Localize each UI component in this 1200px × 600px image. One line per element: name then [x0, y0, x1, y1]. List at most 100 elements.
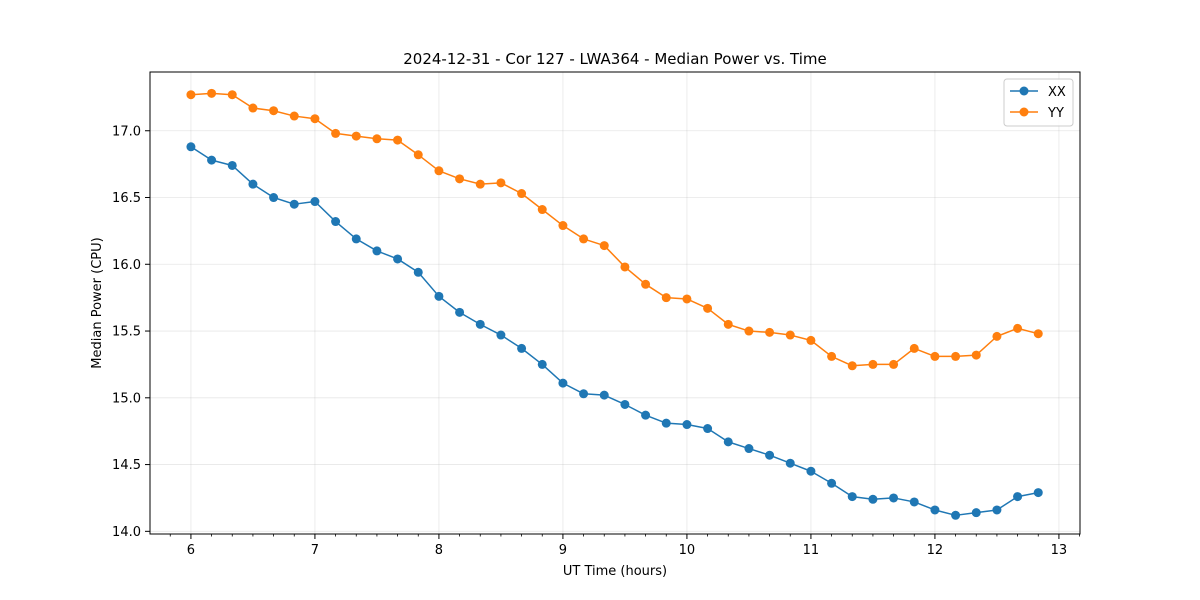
y-axis-label: Median Power (CPU) [90, 237, 105, 368]
data-point-xx [579, 389, 589, 399]
data-point-xx [661, 418, 671, 428]
data-point-xx [393, 254, 403, 264]
legend-marker-xx [1019, 86, 1029, 96]
data-point-yy [744, 326, 754, 336]
data-point-yy [310, 114, 320, 124]
data-point-yy [351, 131, 361, 141]
data-point-xx [765, 450, 775, 460]
data-point-yy [331, 128, 341, 138]
data-point-yy [496, 178, 506, 188]
x-tick-label: 8 [435, 543, 443, 558]
data-point-yy [455, 174, 465, 184]
data-point-xx [971, 508, 981, 518]
data-point-xx [641, 410, 651, 420]
data-point-yy [682, 294, 692, 304]
data-point-yy [806, 335, 816, 345]
data-point-yy [661, 293, 671, 303]
data-point-yy [827, 351, 837, 361]
data-point-xx [951, 510, 961, 520]
x-tick-label: 10 [679, 543, 696, 558]
data-point-xx [847, 492, 857, 502]
data-point-yy [537, 205, 547, 215]
y-tick-label: 15.0 [112, 391, 141, 406]
data-point-yy [393, 135, 403, 145]
data-point-xx [537, 359, 547, 369]
data-point-xx [455, 307, 465, 317]
data-point-yy [434, 166, 444, 176]
data-point-xx [909, 497, 919, 507]
grid [150, 72, 1080, 534]
data-point-yy [703, 303, 713, 313]
legend-label-yy: YY [1047, 106, 1064, 121]
data-point-yy [785, 330, 795, 340]
data-point-xx [558, 378, 568, 388]
y-tick-label: 14.0 [112, 525, 141, 540]
y-tick-label: 17.0 [112, 124, 141, 139]
data-point-yy [992, 331, 1002, 341]
legend-label-xx: XX [1048, 85, 1066, 100]
legend-marker-yy [1019, 107, 1029, 117]
data-point-yy [207, 88, 217, 98]
data-point-yy [517, 189, 527, 199]
data-point-yy [186, 90, 196, 100]
data-point-xx [889, 493, 899, 503]
y-tick-label: 15.5 [112, 325, 141, 340]
data-point-xx [868, 494, 878, 504]
data-point-xx [372, 246, 382, 256]
data-point-xx [227, 160, 237, 170]
data-point-yy [289, 111, 299, 121]
data-point-xx [992, 505, 1002, 515]
data-point-xx [599, 390, 609, 400]
data-point-xx [496, 330, 506, 340]
data-point-yy [475, 179, 485, 189]
y-tick-label: 16.0 [112, 258, 141, 273]
data-point-yy [641, 279, 651, 289]
data-point-xx [1013, 492, 1023, 502]
data-point-xx [434, 291, 444, 301]
data-point-yy [1033, 329, 1043, 339]
data-point-yy [579, 234, 589, 244]
y-tick-label: 14.5 [112, 458, 141, 473]
data-point-xx [289, 199, 299, 209]
data-point-xx [1033, 488, 1043, 498]
data-point-yy [1013, 323, 1023, 333]
data-point-yy [248, 103, 258, 113]
data-point-xx [475, 319, 485, 329]
data-point-yy [951, 351, 961, 361]
chart-title: 2024-12-31 - Cor 127 - LWA364 - Median P… [403, 50, 827, 68]
data-point-yy [620, 262, 630, 272]
x-tick-label: 9 [559, 543, 567, 558]
data-point-xx [269, 193, 279, 203]
data-point-yy [599, 241, 609, 251]
data-point-xx [785, 458, 795, 468]
x-tick-label: 11 [803, 543, 820, 558]
data-point-yy [930, 351, 940, 361]
plot-frame [149, 71, 1081, 535]
axes: 6 7 8 9 10 11 12 13 14.0 14.5 15.0 15.5 16.0 16.5 17.0 [112, 124, 1080, 558]
x-axis-label: UT Time (hours) [563, 564, 667, 579]
legend: XX YY [1003, 78, 1074, 127]
data-point-xx [310, 197, 320, 207]
data-point-xx [207, 155, 217, 165]
data-point-yy [227, 90, 237, 100]
data-point-xx [703, 424, 713, 434]
data-point-yy [765, 327, 775, 337]
y-tick-label: 16.5 [112, 191, 141, 206]
data-point-xx [620, 399, 630, 409]
data-point-xx [331, 217, 341, 227]
x-tick-label: 13 [1051, 543, 1068, 558]
data-point-yy [889, 359, 899, 369]
data-point-xx [806, 466, 816, 476]
series-layer [186, 88, 1043, 520]
data-point-xx [930, 505, 940, 515]
data-point-yy [413, 150, 423, 160]
data-point-yy [909, 343, 919, 353]
data-point-xx [186, 142, 196, 152]
x-tick-label: 7 [311, 543, 319, 558]
x-tick-label: 12 [927, 543, 944, 558]
data-point-yy [372, 134, 382, 144]
data-point-yy [971, 350, 981, 360]
data-point-xx [723, 437, 733, 447]
data-point-yy [723, 319, 733, 329]
